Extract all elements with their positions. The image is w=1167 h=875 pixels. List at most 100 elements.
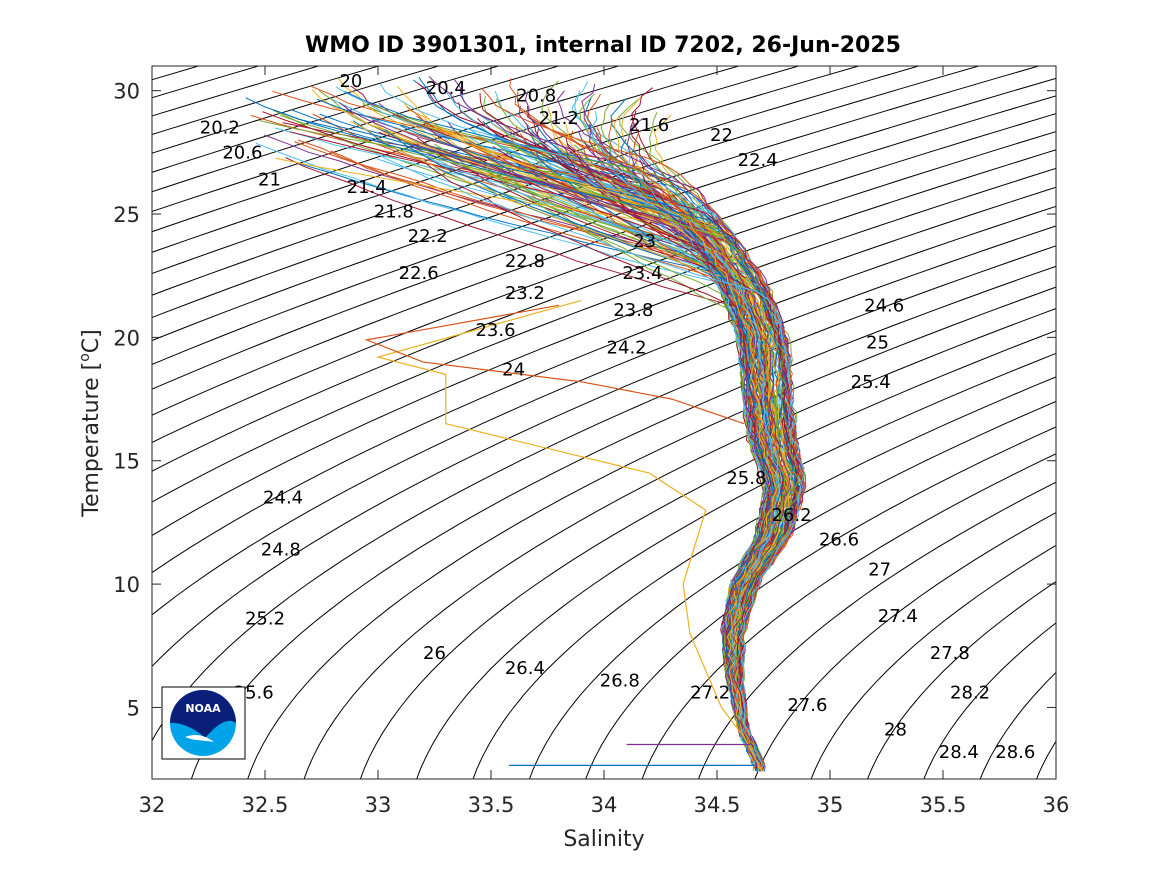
isoline	[641, 453, 1056, 779]
x-tick-label: 34	[591, 793, 618, 817]
profile-line	[245, 97, 775, 772]
isoline	[152, 186, 1056, 574]
isoline-label: 27.4	[878, 606, 918, 627]
isoline	[152, 131, 1056, 472]
isoline	[152, 95, 1056, 416]
isoline	[152, 66, 1041, 366]
isoline-label: 24.8	[261, 540, 301, 561]
isoline	[472, 376, 1056, 779]
x-tick-label: 32	[139, 793, 166, 817]
isoline-label: 28.4	[939, 742, 979, 763]
noaa-logo: NOAA	[161, 686, 246, 760]
profile-line	[397, 86, 771, 769]
isoline	[152, 66, 501, 173]
x-tick-label: 35	[817, 793, 844, 817]
isoline-label: 21.4	[347, 177, 387, 198]
isoline-label: 22.2	[408, 226, 448, 247]
profile-line	[516, 91, 777, 766]
isoline-label: 20.4	[426, 78, 466, 99]
y-axis: 5 10 15 20 25 30	[113, 80, 1056, 720]
y-tick-label: 20	[113, 326, 140, 350]
x-tick-label: 32.5	[242, 793, 289, 817]
isoline-label: 24	[502, 360, 525, 381]
isoline	[866, 581, 1056, 779]
outlier-profile	[375, 299, 763, 772]
profile-line	[480, 160, 770, 766]
isoline-label: 20.2	[200, 118, 240, 139]
isoline	[152, 167, 1056, 537]
isoline	[152, 66, 981, 342]
isoline-label: 23	[633, 231, 656, 252]
x-tick-label: 33	[365, 793, 392, 817]
profile-line	[608, 118, 789, 767]
isoline-label: 22.4	[738, 150, 778, 171]
isoline-label: 25.2	[245, 609, 285, 630]
density-isolines	[0, 41, 1167, 794]
profile-line	[565, 137, 798, 769]
isoline	[0, 41, 42, 794]
isoline-label: 26.8	[600, 670, 640, 691]
isoline-label: 20.6	[222, 142, 262, 163]
y-tick-label: 25	[113, 203, 140, 227]
isoline	[1087, 41, 1167, 794]
isoline	[152, 66, 561, 193]
isoline	[359, 330, 1056, 779]
isoline-label: 26.2	[772, 505, 812, 526]
logo-wave	[185, 734, 214, 742]
isoline	[152, 205, 1056, 616]
isoline-label: 27.6	[787, 695, 827, 716]
isoline-label: 23.6	[475, 320, 515, 341]
isoline-label: 24.2	[607, 337, 647, 358]
isoline	[528, 400, 1056, 779]
profile-line	[290, 109, 775, 767]
profiles	[245, 76, 807, 772]
profile-line	[428, 76, 805, 768]
logo-sky	[170, 690, 236, 738]
isoline	[152, 113, 1056, 443]
isoline-label: 22.6	[399, 263, 439, 284]
isoline	[923, 622, 1056, 779]
isoline-label: 21	[258, 170, 281, 191]
x-tick-label: 33.5	[468, 793, 515, 817]
outlier-profile	[364, 304, 745, 425]
isoline	[585, 426, 1056, 779]
isoline-label: 21.2	[539, 108, 579, 129]
isoline-label: 22	[710, 125, 733, 146]
isoline	[152, 66, 321, 117]
profile-line	[434, 127, 778, 767]
isoline-label: 25.4	[851, 372, 891, 393]
isoline	[1036, 740, 1056, 779]
x-tick-label: 35.5	[920, 793, 967, 817]
isoline	[152, 245, 1056, 742]
x-axis: 32 32.5 33 33.5 34 34.5 35 35.5 36	[139, 66, 1069, 817]
isoline-label: 25	[866, 332, 889, 353]
isoline	[190, 265, 1056, 779]
isoline	[979, 671, 1056, 779]
isoline	[152, 66, 261, 99]
isoline-label: 28.2	[950, 683, 990, 704]
isoline	[152, 225, 1056, 668]
x-axis-label: Salinity	[563, 827, 644, 852]
isoline-label: 27	[868, 559, 891, 580]
isoline-labels: 2020.220.420.620.82121.221.421.621.82222…	[200, 71, 1036, 763]
isoline	[152, 66, 621, 213]
isoline	[247, 286, 1056, 779]
isoline-label: 24.6	[864, 295, 904, 316]
y-axis-label-degree: o	[77, 353, 93, 362]
isoline-label: 24.4	[263, 488, 303, 509]
isoline-label: 22.8	[505, 251, 545, 272]
isoline-label: 20	[339, 71, 362, 92]
isoline-label: 27.2	[690, 683, 730, 704]
y-axis-label-prefix: Temperature [	[79, 362, 104, 518]
logo-text: NOAA	[185, 702, 221, 715]
isoline-label: 23.2	[505, 283, 545, 304]
isoline	[152, 66, 681, 233]
y-axis-label: Temperature [oC]	[77, 329, 104, 517]
profile-line	[375, 153, 805, 767]
isoline-label: 21.6	[629, 115, 669, 136]
profile-line	[280, 114, 787, 764]
y-axis-label-suffix: C]	[79, 329, 104, 353]
isoline-label: 26.4	[505, 658, 545, 679]
profile-line	[379, 83, 769, 766]
